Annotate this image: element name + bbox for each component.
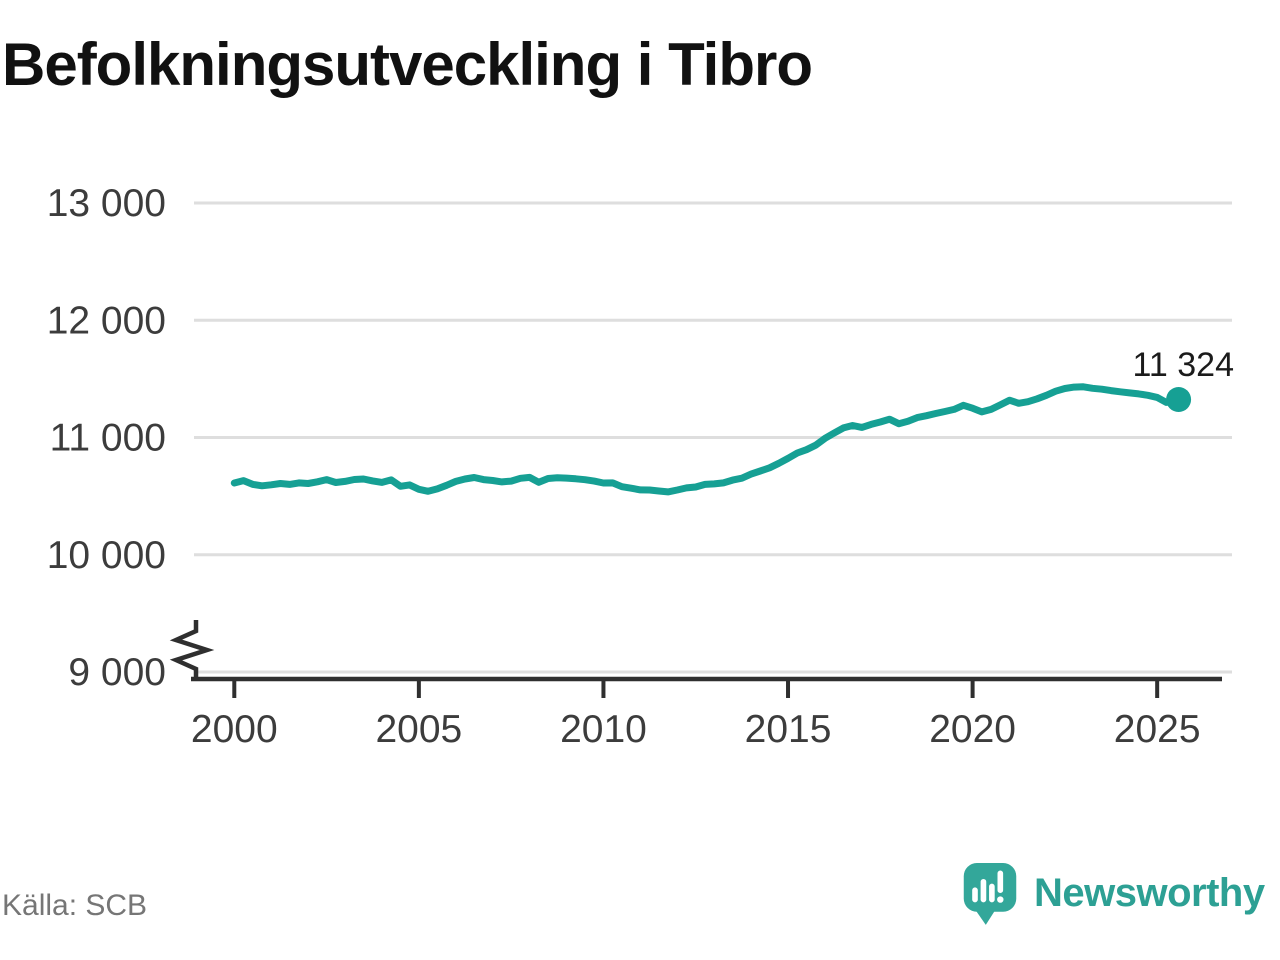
- y-tick-label-10000: 10 000: [47, 534, 166, 577]
- axis-break-squiggle: [169, 620, 215, 679]
- x-tick-label-2020: 2020: [929, 708, 1016, 751]
- population-line-series: [230, 383, 1192, 496]
- x-tick-label-2025: 2025: [1114, 708, 1201, 751]
- y-axis-break-icon: [169, 620, 215, 679]
- x-tick-label-2015: 2015: [745, 708, 832, 751]
- x-axis-labels: 2000 2005 2010 2015 2020 2025: [191, 708, 1201, 751]
- x-axis-ticks: [232, 679, 1160, 698]
- exclamation-bar: [997, 870, 1004, 893]
- bar-3: [989, 883, 995, 903]
- newsworthy-logo: Newsworthy: [960, 858, 1265, 928]
- newsworthy-speech-bubble-bar-chart-icon: [963, 863, 1017, 925]
- x-tick-label-2010: 2010: [560, 708, 647, 751]
- y-axis-labels: 9 000 10 000 11 000 12 000 13 000: [47, 182, 166, 694]
- x-tick-label-2000: 2000: [191, 708, 278, 751]
- x-tick-label-2005: 2005: [375, 708, 462, 751]
- last-value-label: 11 324: [1132, 346, 1234, 384]
- bar-1: [972, 887, 978, 903]
- speech-bubble-tail: [974, 908, 997, 925]
- y-tick-label-13000: 13 000: [47, 182, 166, 225]
- y-tick-label-11000: 11 000: [50, 417, 166, 460]
- end-point-dot: [1166, 387, 1192, 413]
- page-title: Befolkningsutveckling i Tibro: [2, 31, 813, 98]
- newsworthy-wordmark: Newsworthy: [1034, 870, 1265, 915]
- exclamation-dot: [997, 896, 1004, 903]
- bar-2: [980, 878, 987, 903]
- gridlines: [194, 201, 1232, 674]
- source-label: Källa: SCB: [2, 889, 148, 922]
- population-line: [230, 383, 1183, 496]
- y-tick-label-9000: 9 000: [68, 651, 166, 694]
- y-tick-label-12000: 12 000: [47, 299, 166, 342]
